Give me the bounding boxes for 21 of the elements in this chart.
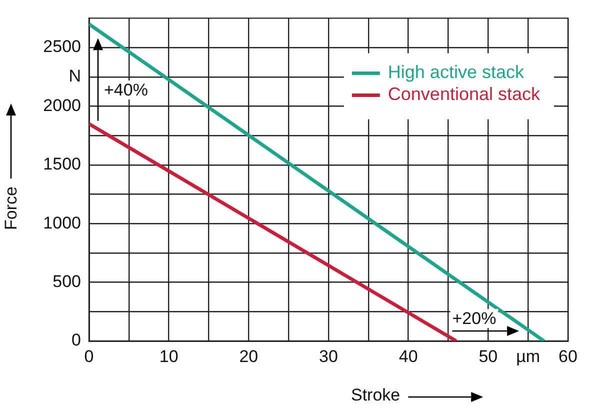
x-tick-label: 60	[558, 346, 578, 366]
annotation: +40%	[104, 80, 148, 100]
legend-label: Conventional stack	[388, 84, 541, 104]
y-tick-label: 500	[52, 272, 81, 291]
y-tick-label: 1500	[43, 154, 81, 174]
x-tick-label: 20	[239, 346, 258, 366]
legend-label: High active stack	[388, 62, 525, 82]
x-tick-label: µm	[516, 346, 540, 366]
x-tick-label: 10	[159, 346, 178, 366]
y-tick-label: N	[68, 66, 81, 86]
x-tick-label: 30	[319, 346, 338, 366]
x-tick-label: 40	[398, 346, 418, 366]
y-tick-label: 0	[72, 330, 81, 350]
y-tick-label: 2000	[43, 96, 81, 115]
x-axis-title: Stroke	[351, 386, 400, 405]
x-tick-label: 0	[84, 346, 94, 366]
y-tick-label: 2500	[43, 37, 81, 56]
y-axis-title: Force	[2, 186, 21, 230]
x-tick-label: 50	[478, 346, 498, 366]
annotation: +20%	[452, 309, 496, 328]
y-tick-label: 1000	[43, 213, 81, 232]
